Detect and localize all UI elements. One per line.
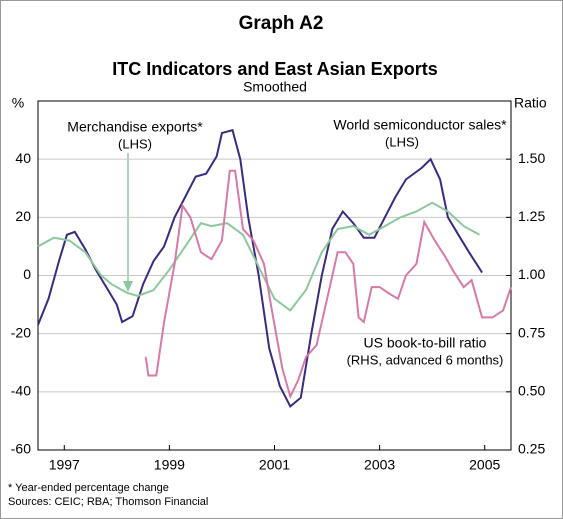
series-note: (LHS) xyxy=(118,136,152,151)
series-note: (RHS, advanced 6 months) xyxy=(347,352,504,367)
y2-tick-label: 0.25 xyxy=(518,441,545,457)
chart-title: Graph A2 xyxy=(239,13,324,34)
y-tick-label: -60 xyxy=(11,441,31,457)
chart-subtitle: ITC Indicators and East Asian Exports xyxy=(112,59,437,79)
series-note: (LHS) xyxy=(385,134,419,149)
y-tick-label: 20 xyxy=(15,208,31,224)
footnote: * Year-ended percentage change xyxy=(8,482,169,494)
y2-tick-label: 0.50 xyxy=(518,383,545,399)
y2-axis-label: Ratio xyxy=(514,95,547,111)
arrow-head xyxy=(123,281,133,292)
series-label: World semiconductor sales* xyxy=(333,117,507,133)
series-line xyxy=(37,128,483,408)
series-label: Merchandise exports* xyxy=(67,119,203,135)
x-tick-label: 1997 xyxy=(49,457,80,473)
y-tick-label: -20 xyxy=(11,324,31,340)
sources: Sources: CEIC; RBA; Thomson Financial xyxy=(8,496,208,508)
series-line xyxy=(144,169,512,400)
x-tick-label: 1999 xyxy=(154,457,185,473)
x-tick-label: 2003 xyxy=(364,457,395,473)
y-tick-label: 40 xyxy=(15,150,31,166)
y2-tick-label: 1.50 xyxy=(518,150,545,166)
y2-tick-label: 1.00 xyxy=(518,266,545,282)
y-tick-label: -40 xyxy=(11,383,31,399)
y2-tick-label: 1.25 xyxy=(518,208,545,224)
series-line xyxy=(37,201,480,312)
y-axis-label: % xyxy=(12,95,24,111)
plot-frame xyxy=(37,100,512,451)
series-label: US book-to-bill ratio xyxy=(364,335,487,351)
y-tick-label: 0 xyxy=(23,266,31,282)
x-tick-label: 2001 xyxy=(259,457,290,473)
x-tick-label: 2005 xyxy=(469,457,500,473)
y2-tick-label: 0.75 xyxy=(518,324,545,340)
chart-subtitle2: Smoothed xyxy=(243,79,307,95)
